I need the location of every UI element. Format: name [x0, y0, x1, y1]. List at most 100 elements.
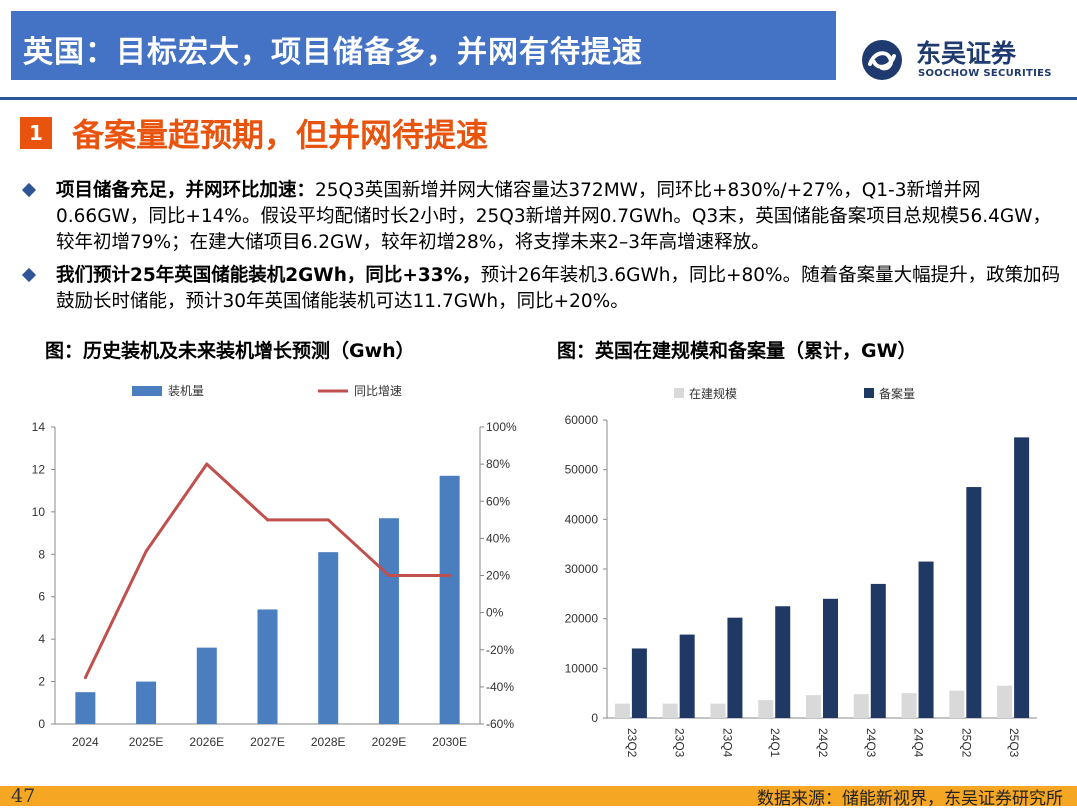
left-tick-label: 4: [38, 632, 45, 646]
bar-installed: [196, 647, 217, 724]
right-tick-label: 0%: [486, 606, 504, 620]
right-tick-label: 40%: [486, 531, 510, 545]
bar-filed: [631, 648, 647, 718]
bar-construction: [758, 700, 774, 718]
bullet-diamond-icon: [21, 267, 37, 283]
bar-filed: [966, 487, 982, 718]
title-banner: 英国：目标宏大，项目储备多，并网有待提速: [11, 11, 836, 80]
bar-installed: [136, 681, 157, 724]
left-tick-label: 8: [38, 547, 45, 561]
bar-installed: [318, 552, 339, 724]
bar-filed: [870, 583, 886, 718]
right-tick-label: -60%: [486, 717, 514, 731]
page-title: 英国：目标宏大，项目储备多，并网有待提速: [23, 35, 643, 70]
bar-construction: [614, 703, 630, 718]
soochow-logo-icon: [862, 40, 902, 80]
y-tick-label: 40000: [565, 512, 599, 526]
bar-construction: [901, 693, 917, 718]
left-tick-label: 2: [38, 675, 45, 689]
growth-point: [448, 574, 452, 577]
legend-label-growth: 同比增速: [354, 384, 402, 398]
brand-logo: 东吴证券 SOOCHOW SECURITIES: [860, 38, 1060, 84]
bar-filed: [823, 598, 838, 718]
legend-swatch-filed: [864, 388, 874, 398]
growth-point: [266, 518, 269, 522]
left-figure-title: 图：历史装机及未来装机增长预测（Gwh）: [45, 340, 415, 362]
x-tick-label: 2030E: [432, 735, 467, 749]
x-tick-label: 23Q4: [720, 728, 734, 758]
y-tick-label: 60000: [565, 413, 599, 427]
x-tick-label: 25Q2: [959, 728, 973, 758]
bullet-1-bold: 项目储备充足，并网环比加速：: [56, 180, 316, 201]
bar-construction: [806, 695, 821, 718]
legend-label-installed: 装机量: [168, 384, 204, 398]
x-tick-label: 24Q4: [912, 728, 926, 758]
y-tick-label: 50000: [565, 463, 599, 477]
uk-pipeline-chart: 在建规模 备案量 0 10000 20000 30000 40000 50000 60000 23…: [565, 386, 1037, 758]
footer-bar: [0, 786, 1077, 806]
growth-point: [205, 462, 209, 466]
left-tick-label: 10: [32, 505, 46, 519]
bar-construction: [710, 703, 726, 718]
growth-point: [387, 574, 391, 577]
data-source: 数据来源：储能新视界，东吴证券研究所: [757, 789, 1063, 809]
y-tick-label: 10000: [565, 661, 599, 675]
bar-construction: [949, 690, 965, 718]
bullet-1-text: 25Q3英国新增并网大储容量达372MW，同环比+830%/+27%，Q1-3新…: [56, 180, 1052, 253]
left-tick-label: 6: [38, 590, 45, 604]
bar-construction: [853, 694, 869, 718]
y-tick-label: 0: [591, 711, 598, 725]
bullet-1: 项目储备充足，并网环比加速：25Q3英国新增并网大储容量达372MW，同环比+8…: [21, 178, 1064, 256]
x-tick-label: 2028E: [311, 735, 346, 749]
bar-filed: [679, 634, 695, 718]
section-title: 备案量超预期，但并网待提速: [72, 116, 489, 154]
x-tick-label: 24Q2: [816, 728, 830, 758]
bar-construction: [997, 685, 1013, 718]
header-divider: [0, 97, 1077, 100]
x-tick-label: 25Q3: [1007, 728, 1021, 758]
section-number: 1: [20, 117, 52, 149]
right-tick-label: -20%: [486, 643, 514, 657]
bullet-2-text: 预计26年装机3.6GWh，同比+80%。随着备案量大幅提升，政策加码鼓励长时储…: [56, 265, 1061, 312]
x-tick-label: 2029E: [372, 735, 407, 749]
legend-swatch-installed: [132, 386, 162, 396]
x-tick-label: 2026E: [189, 735, 224, 749]
bullet-2-bold: 我们预计25年英国储能装机2GWh，同比+33%，: [56, 265, 481, 286]
page-number: 47: [11, 785, 36, 807]
installation-forecast-chart: 装机量 同比增速 0 2 4 6 8 10 12 14 -60% -40% -20% 0% 20% 40% 60…: [32, 384, 517, 749]
x-tick-label: 23Q2: [625, 728, 639, 758]
bar-installed: [439, 475, 460, 724]
bar-construction: [662, 703, 678, 718]
bar-filed: [918, 561, 934, 718]
x-tick-label: 2024: [72, 735, 99, 749]
logo-chinese-name: 东吴证券: [916, 39, 1017, 68]
growth-point: [83, 676, 87, 680]
x-tick-label: 2027E: [250, 735, 285, 749]
bar-filed: [775, 606, 791, 718]
bullet-2: 我们预计25年英国储能装机2GWh，同比+33%，预计26年装机3.6GWh，同…: [21, 263, 1064, 315]
x-tick-label: 2025E: [129, 735, 164, 749]
bullet-diamond-icon: [21, 182, 37, 198]
y-tick-label: 20000: [565, 612, 599, 626]
growth-point: [144, 549, 148, 553]
right-tick-label: 100%: [486, 420, 517, 434]
x-tick-label: 24Q1: [768, 728, 782, 758]
right-tick-label: -40%: [486, 680, 514, 694]
y-tick-label: 30000: [565, 562, 599, 576]
x-tick-label: 23Q3: [673, 728, 687, 758]
bar-installed: [378, 518, 399, 724]
growth-point: [326, 518, 330, 522]
legend-swatch-construction: [674, 388, 684, 398]
logo-english-name: SOOCHOW SECURITIES: [918, 68, 1052, 79]
bar-installed: [257, 609, 278, 724]
legend-label-filed: 备案量: [879, 386, 915, 401]
bar-filed: [727, 617, 743, 718]
right-figure-title: 图：英国在建规模和备案量（累计，GW）: [557, 340, 917, 362]
legend-label-construction: 在建规模: [689, 386, 737, 401]
left-tick-label: 12: [32, 462, 46, 476]
left-tick-label: 0: [38, 717, 45, 731]
left-tick-label: 14: [32, 420, 46, 434]
x-tick-label: 24Q3: [864, 728, 878, 758]
bar-filed: [1014, 437, 1030, 718]
right-tick-label: 20%: [486, 569, 510, 583]
